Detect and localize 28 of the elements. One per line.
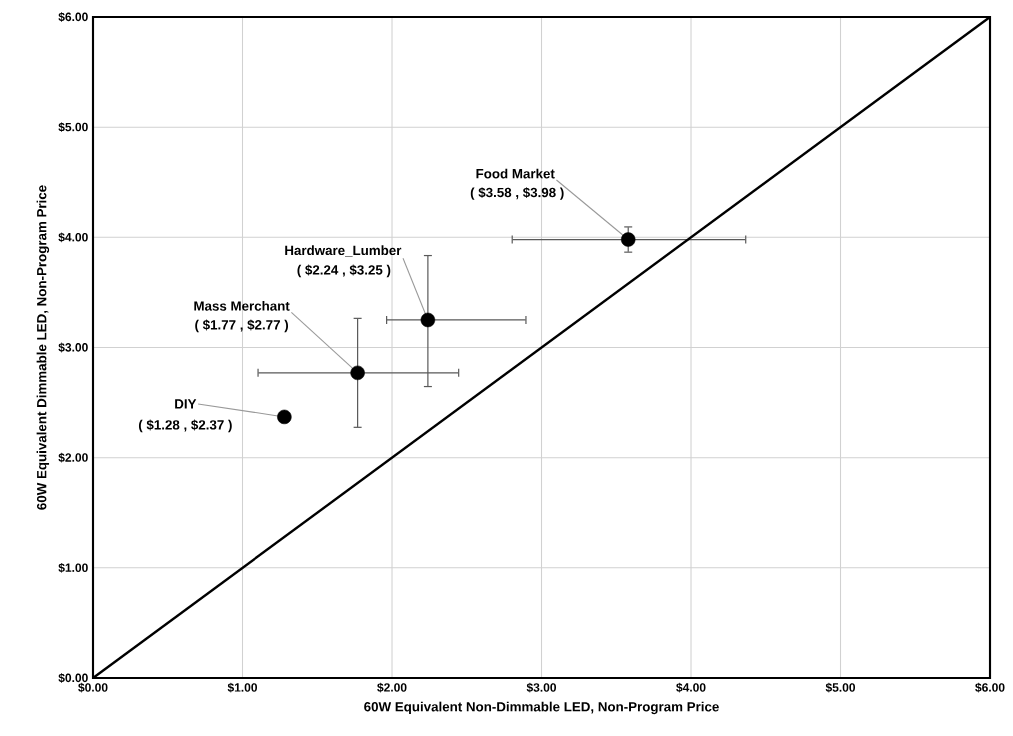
x-tick-label: $5.00 (825, 682, 856, 693)
y-tick-label: $0.00 (58, 673, 88, 683)
x-tick-label: $4.00 (676, 682, 706, 693)
annotation: ( $1.28 , $2.37 ) (138, 419, 232, 433)
annotation: Mass Merchant (194, 300, 290, 311)
y-tick-label: $6.00 (58, 12, 88, 22)
y-tick-label: $3.00 (58, 342, 88, 353)
x-tick-label: $3.00 (526, 682, 557, 693)
annotation: Food Market (476, 168, 555, 179)
annotation: ( $3.58 , $3.98 ) (470, 187, 564, 200)
x-tick-label: $1.00 (227, 682, 258, 693)
point (621, 232, 636, 247)
point (420, 312, 436, 328)
annotation: Hardware_Lumber (285, 245, 402, 257)
annotation: ( $2.24 , $3.25 ) (297, 264, 391, 278)
x-tick-label: $0.00 (78, 682, 108, 693)
y-tick-label: $2.00 (58, 452, 88, 463)
annotation: ( $1.77 , $2.77 ) (195, 319, 289, 333)
y-tick-label: $1.00 (58, 562, 88, 573)
x-tick-label: $6.00 (975, 682, 1005, 693)
y-tick-label: $4.00 (58, 232, 88, 243)
y-axis-title: 60W Equivalent Dimmable LED, Non-Program Price (36, 185, 50, 510)
x-tick-label: $2.00 (377, 682, 407, 693)
point (350, 365, 365, 381)
y-tick-label: $5.00 (58, 122, 88, 133)
annotation: DIY (175, 399, 197, 409)
point (277, 409, 292, 425)
x-axis-title: 60W Equivalent Non-Dimmable LED, Non-Program Price (364, 701, 719, 715)
